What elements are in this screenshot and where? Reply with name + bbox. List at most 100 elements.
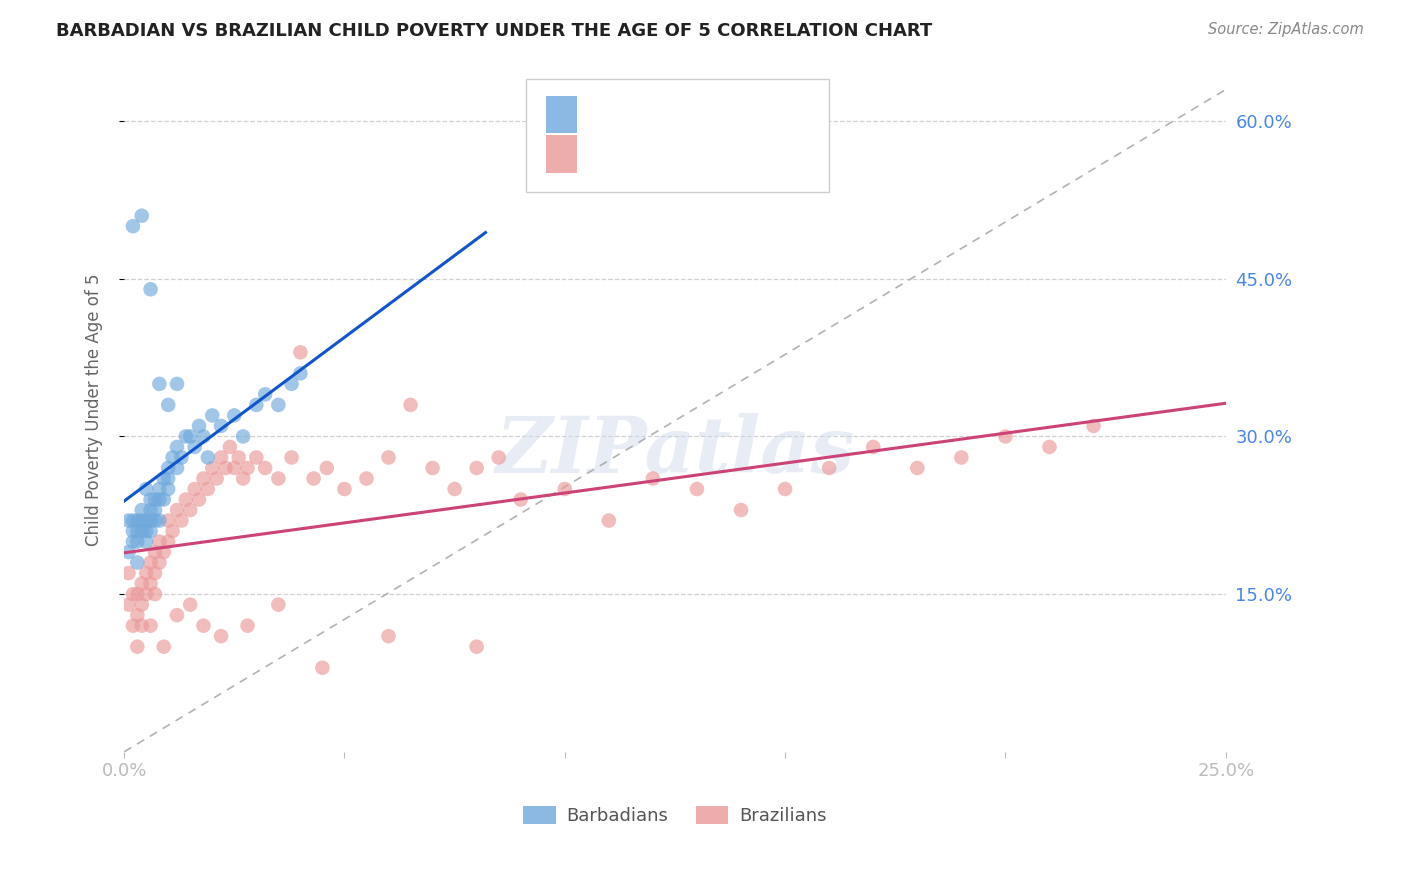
- Point: [219, 440, 242, 454]
- Point: [117, 514, 139, 528]
- Point: [730, 503, 752, 517]
- Point: [290, 345, 312, 359]
- Text: 80: 80: [737, 136, 762, 154]
- Point: [166, 376, 188, 391]
- Point: [183, 440, 205, 454]
- Point: [162, 450, 184, 465]
- Point: [197, 450, 219, 465]
- Point: [302, 471, 325, 485]
- Point: [131, 618, 153, 632]
- Point: [224, 409, 246, 423]
- Point: [127, 608, 149, 623]
- Point: [139, 503, 162, 517]
- Point: [127, 556, 149, 570]
- Point: [422, 461, 444, 475]
- Point: [143, 503, 166, 517]
- Point: [280, 376, 302, 391]
- Bar: [546, 136, 576, 173]
- Text: 0.389: 0.389: [630, 136, 686, 154]
- Point: [183, 482, 205, 496]
- Point: [862, 440, 884, 454]
- Point: [465, 640, 488, 654]
- Point: [236, 618, 259, 632]
- Point: [174, 492, 197, 507]
- Point: [377, 450, 399, 465]
- Point: [127, 640, 149, 654]
- Point: [267, 598, 290, 612]
- Point: [311, 661, 333, 675]
- Point: [399, 398, 422, 412]
- Point: [236, 461, 259, 475]
- Text: ZIPatlas: ZIPatlas: [495, 413, 855, 490]
- Text: R =: R =: [588, 98, 627, 116]
- Point: [148, 556, 170, 570]
- Point: [254, 461, 277, 475]
- Point: [157, 461, 180, 475]
- Text: 0.224: 0.224: [630, 98, 686, 116]
- Point: [232, 471, 254, 485]
- Point: [122, 524, 145, 538]
- Point: [127, 514, 149, 528]
- Point: [179, 429, 201, 443]
- Point: [148, 482, 170, 496]
- Point: [157, 514, 180, 528]
- Point: [188, 492, 211, 507]
- Point: [127, 534, 149, 549]
- Point: [267, 398, 290, 412]
- FancyBboxPatch shape: [526, 78, 830, 192]
- Point: [131, 209, 153, 223]
- Point: [143, 587, 166, 601]
- Point: [148, 514, 170, 528]
- Point: [245, 450, 267, 465]
- Point: [166, 503, 188, 517]
- Point: [818, 461, 841, 475]
- Point: [356, 471, 378, 485]
- Point: [193, 471, 215, 485]
- Point: [1083, 419, 1105, 434]
- Point: [333, 482, 356, 496]
- Point: [228, 450, 250, 465]
- Point: [686, 482, 709, 496]
- Y-axis label: Child Poverty Under the Age of 5: Child Poverty Under the Age of 5: [86, 274, 103, 547]
- Point: [127, 587, 149, 601]
- Point: [135, 566, 157, 580]
- Point: [170, 514, 193, 528]
- Point: [209, 450, 232, 465]
- Point: [193, 429, 215, 443]
- Point: [1038, 440, 1060, 454]
- Point: [122, 534, 145, 549]
- Point: [131, 576, 153, 591]
- Point: [205, 471, 228, 485]
- Point: [166, 461, 188, 475]
- Point: [148, 376, 170, 391]
- Point: [170, 450, 193, 465]
- Point: [139, 576, 162, 591]
- Point: [201, 461, 224, 475]
- Point: [152, 640, 174, 654]
- Point: [152, 492, 174, 507]
- Point: [488, 450, 510, 465]
- Point: [117, 545, 139, 559]
- Point: [117, 566, 139, 580]
- Point: [179, 503, 201, 517]
- Point: [641, 471, 664, 485]
- Point: [162, 524, 184, 538]
- Point: [232, 429, 254, 443]
- Point: [143, 566, 166, 580]
- Point: [174, 429, 197, 443]
- Point: [139, 556, 162, 570]
- Point: [135, 587, 157, 601]
- Point: [197, 482, 219, 496]
- Point: [157, 398, 180, 412]
- Point: [122, 219, 145, 234]
- Text: N =: N =: [682, 136, 733, 154]
- Point: [148, 534, 170, 549]
- Point: [267, 471, 290, 485]
- Point: [157, 534, 180, 549]
- Point: [143, 492, 166, 507]
- Point: [554, 482, 576, 496]
- Point: [131, 524, 153, 538]
- Point: [193, 618, 215, 632]
- Point: [224, 461, 246, 475]
- Legend: Barbadians, Brazilians: Barbadians, Brazilians: [516, 798, 834, 832]
